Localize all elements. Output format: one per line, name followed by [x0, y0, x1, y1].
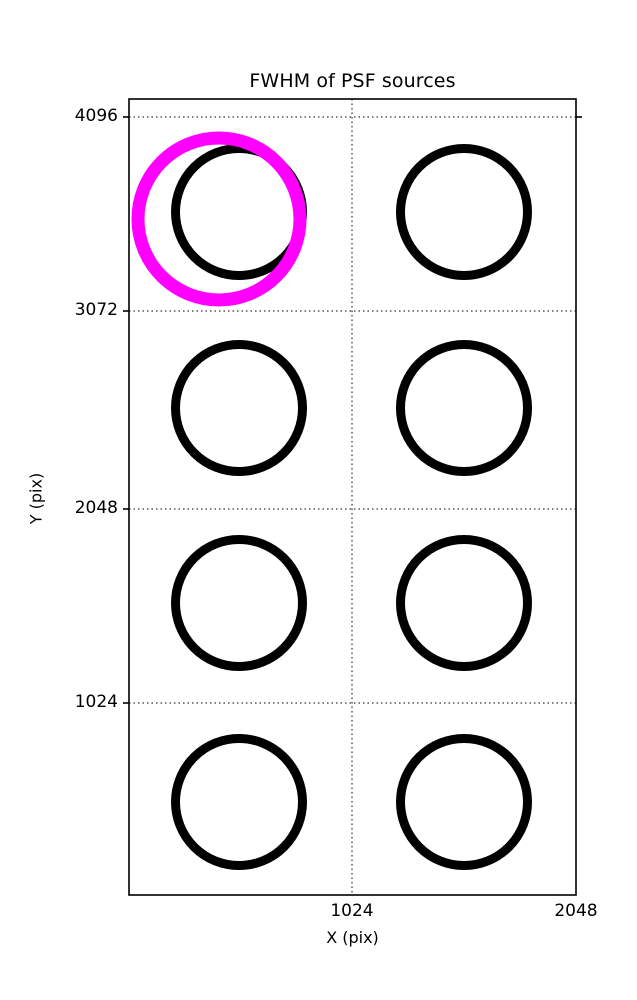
ytick-label-1024: 1024: [74, 692, 118, 712]
psf-circle-highlighted-source-1: [131, 131, 307, 307]
psf-circle-source-8: [396, 734, 532, 870]
axes-frame: [128, 98, 577, 896]
ytick-label-3072: 3072: [74, 300, 118, 320]
psf-circle-source-7: [171, 734, 307, 870]
page-title: FWHM of PSF sources: [249, 70, 456, 92]
highlighted-source-circles: [131, 131, 307, 307]
psf-circle-source-5: [171, 535, 307, 671]
ytick-label-4096: 4096: [74, 106, 118, 126]
xtick-label-2048: 2048: [554, 901, 598, 921]
psf-circle-source-3: [171, 340, 307, 476]
xtick-label-1024: 1024: [330, 901, 374, 921]
tick-marks: [123, 116, 582, 704]
plot-background: [129, 99, 576, 895]
ytick-label-2048: 2048: [74, 498, 118, 518]
psf-circle-source-4: [396, 340, 532, 476]
x-axis-label: X (pix): [326, 928, 379, 947]
psf-circle-source-2: [396, 144, 532, 280]
psf-circle-source-6: [396, 535, 532, 671]
y-axis-label: Y (pix): [26, 472, 46, 525]
